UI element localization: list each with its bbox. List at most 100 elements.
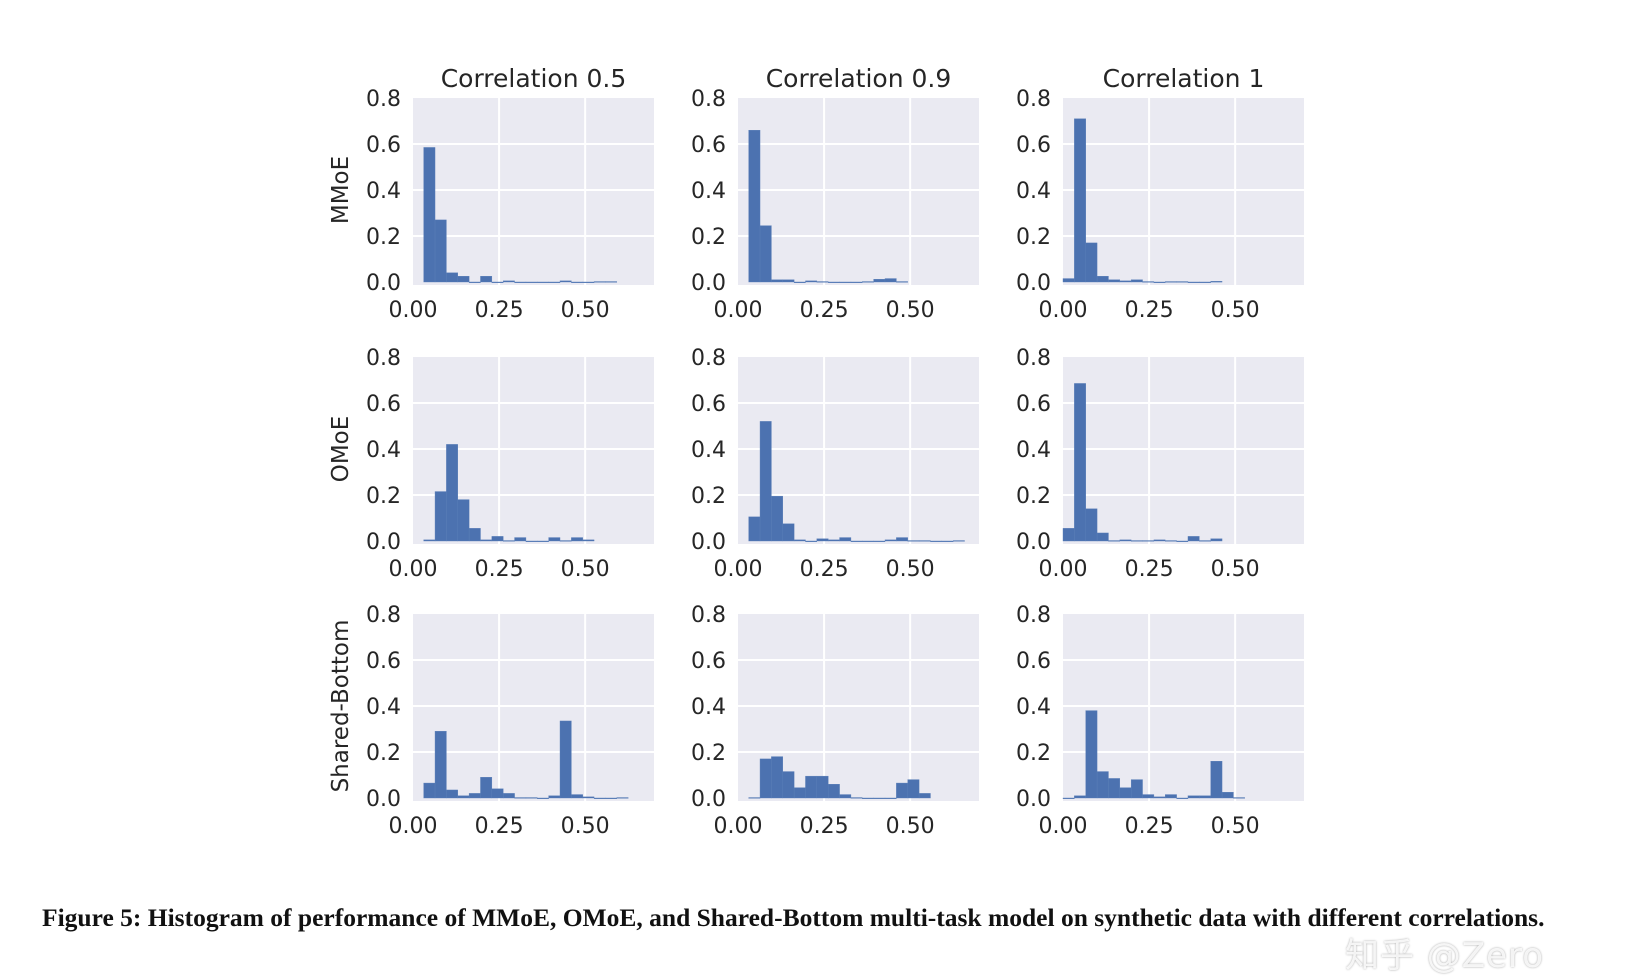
histogram-bar bbox=[457, 276, 470, 283]
histogram-bar bbox=[1085, 242, 1098, 283]
y-tick-label: 0.2 bbox=[1016, 741, 1051, 766]
histogram-bar bbox=[1062, 278, 1075, 283]
histogram-bar bbox=[896, 281, 908, 283]
histogram-bar bbox=[896, 537, 908, 542]
histogram-bar bbox=[828, 281, 840, 284]
histogram-bar bbox=[918, 793, 931, 799]
histogram-bar bbox=[1142, 281, 1155, 283]
y-tick-label: 0.2 bbox=[366, 225, 401, 250]
histogram-bar bbox=[1062, 528, 1075, 542]
x-tick-label: 0.00 bbox=[389, 298, 438, 323]
histogram-bar bbox=[1165, 281, 1177, 283]
y-tick-label: 0.8 bbox=[366, 346, 401, 371]
histogram-bar bbox=[748, 129, 761, 283]
histogram-bar bbox=[468, 528, 481, 542]
histogram-bar bbox=[1096, 532, 1109, 542]
histogram-bar bbox=[828, 539, 840, 542]
histogram-bar bbox=[1210, 761, 1223, 799]
x-tick-label: 0.25 bbox=[1125, 557, 1174, 582]
y-tick-label: 0.0 bbox=[1016, 271, 1051, 296]
row-label: MMoE bbox=[328, 156, 354, 224]
histogram-bar bbox=[850, 281, 863, 284]
histogram-bar bbox=[1153, 539, 1166, 542]
histogram-bar bbox=[1119, 539, 1132, 542]
histogram-bar bbox=[1130, 779, 1143, 799]
histogram-bar bbox=[423, 782, 436, 799]
histogram-bar bbox=[1142, 540, 1155, 542]
histogram-bar bbox=[1187, 281, 1200, 284]
x-tick-label: 0.00 bbox=[714, 814, 763, 839]
y-tick-label: 0.8 bbox=[1016, 346, 1051, 371]
histogram-bar bbox=[850, 540, 863, 543]
y-tick-label: 0.8 bbox=[366, 603, 401, 628]
histogram-bar bbox=[446, 272, 458, 283]
x-tick-label: 0.00 bbox=[714, 298, 763, 323]
x-tick-label: 0.25 bbox=[800, 814, 849, 839]
y-tick-label: 0.4 bbox=[366, 695, 401, 720]
histogram-bar bbox=[1119, 280, 1132, 283]
y-tick-label: 0.4 bbox=[691, 179, 726, 204]
histogram-bar bbox=[457, 499, 470, 542]
column-title: Correlation 0.5 bbox=[441, 64, 627, 93]
x-tick-label: 0.50 bbox=[886, 557, 935, 582]
histogram-bar bbox=[491, 536, 504, 542]
histogram-bar bbox=[884, 797, 897, 800]
y-tick-label: 0.0 bbox=[691, 530, 726, 555]
histogram-bar bbox=[907, 779, 920, 799]
histogram-bar bbox=[771, 279, 783, 283]
y-tick-label: 0.6 bbox=[366, 133, 401, 158]
histogram-bar bbox=[862, 797, 874, 800]
y-tick-label: 0.2 bbox=[1016, 225, 1051, 250]
y-tick-label: 0.2 bbox=[691, 741, 726, 766]
histogram-bar bbox=[548, 281, 561, 284]
histogram-bar bbox=[548, 795, 561, 799]
histogram-bar bbox=[896, 782, 908, 799]
histogram-bar bbox=[1130, 279, 1143, 283]
histogram-bar bbox=[1108, 778, 1121, 799]
y-tick-label: 0.2 bbox=[366, 741, 401, 766]
histogram-bar bbox=[605, 281, 618, 283]
histogram-bar bbox=[434, 491, 447, 542]
y-tick-label: 0.8 bbox=[691, 603, 726, 628]
plot-background bbox=[1063, 98, 1304, 285]
histogram-bar bbox=[1108, 279, 1121, 283]
histogram-bar bbox=[1108, 540, 1121, 542]
row-label: OMoE bbox=[328, 416, 354, 483]
histogram-bar bbox=[771, 495, 783, 542]
histogram-bar bbox=[468, 281, 481, 284]
histogram-bar bbox=[930, 540, 943, 543]
x-tick-label: 0.00 bbox=[714, 557, 763, 582]
histogram-bar bbox=[941, 540, 954, 543]
histogram-bar bbox=[748, 516, 761, 542]
histogram-bar bbox=[952, 540, 965, 542]
y-tick-label: 0.0 bbox=[1016, 787, 1051, 812]
histogram-bar bbox=[480, 777, 493, 799]
histogram-bar bbox=[1176, 540, 1189, 543]
histogram-bar bbox=[593, 281, 606, 283]
histogram-bar bbox=[514, 797, 527, 799]
x-tick-label: 0.00 bbox=[1039, 298, 1088, 323]
x-tick-label: 0.00 bbox=[1039, 814, 1088, 839]
y-tick-label: 0.6 bbox=[366, 392, 401, 417]
histogram-bar bbox=[873, 279, 886, 283]
histogram-bar bbox=[828, 784, 840, 799]
histogram-bar bbox=[582, 539, 595, 542]
histogram-bar bbox=[1165, 540, 1177, 542]
y-tick-label: 0.4 bbox=[366, 179, 401, 204]
histogram-bar bbox=[1153, 281, 1166, 284]
plot-background bbox=[413, 614, 654, 801]
plot-background bbox=[413, 98, 654, 285]
histogram-bar bbox=[537, 281, 549, 284]
histogram-bar bbox=[873, 797, 886, 800]
y-tick-label: 0.8 bbox=[366, 87, 401, 112]
histogram-bar bbox=[1096, 771, 1109, 799]
histogram-bar bbox=[759, 421, 772, 542]
plot-background bbox=[1063, 614, 1304, 801]
y-tick-label: 0.4 bbox=[1016, 179, 1051, 204]
column-title: Correlation 1 bbox=[1103, 64, 1265, 93]
histogram-bar bbox=[884, 539, 897, 542]
histogram-bar bbox=[491, 788, 504, 799]
histogram-bar bbox=[759, 225, 772, 283]
histogram-bar bbox=[1233, 797, 1245, 799]
histogram-bar bbox=[559, 720, 572, 799]
